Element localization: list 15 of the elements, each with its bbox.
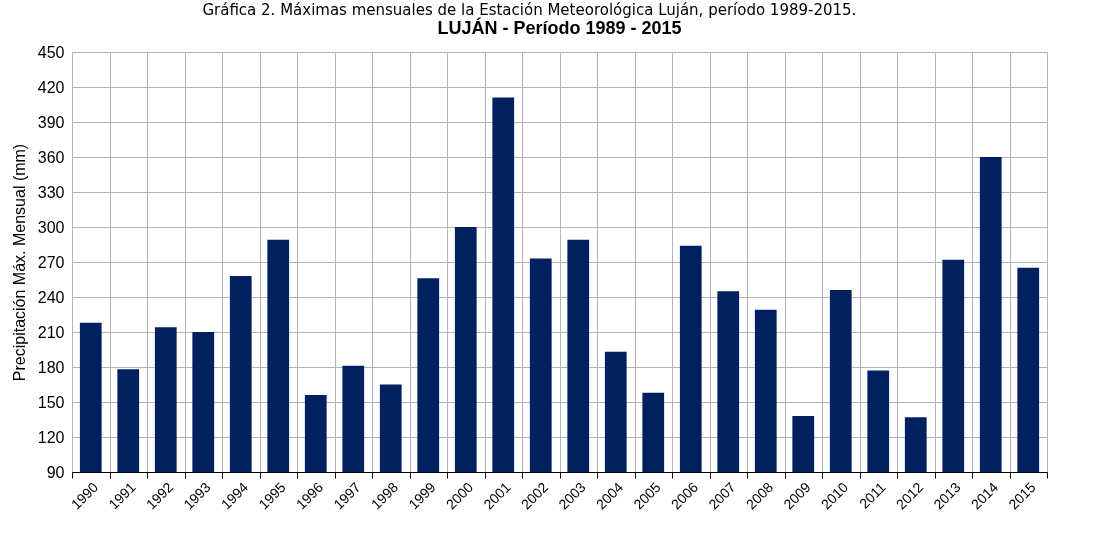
y-tick-label: 150 xyxy=(37,393,65,411)
y-tick-label: 90 xyxy=(46,463,65,481)
y-tick-label: 330 xyxy=(37,183,65,201)
y-axis-title: Precipitación Máx. Mensual (mm) xyxy=(10,143,28,382)
y-tick-label: 450 xyxy=(37,43,65,61)
y-tick-label: 270 xyxy=(37,253,65,271)
y-tick-label: 390 xyxy=(37,113,65,131)
y-tick-label: 420 xyxy=(37,78,65,96)
y-tick-label: 210 xyxy=(37,323,65,341)
chart-title: LUJÁN - Período 1989 - 2015 xyxy=(437,17,682,38)
y-tick-label: 240 xyxy=(37,288,65,306)
y-tick-label: 120 xyxy=(37,428,65,446)
y-tick-label: 360 xyxy=(37,148,65,166)
y-tick-label: 300 xyxy=(37,218,65,236)
y-tick-label: 180 xyxy=(37,358,65,376)
